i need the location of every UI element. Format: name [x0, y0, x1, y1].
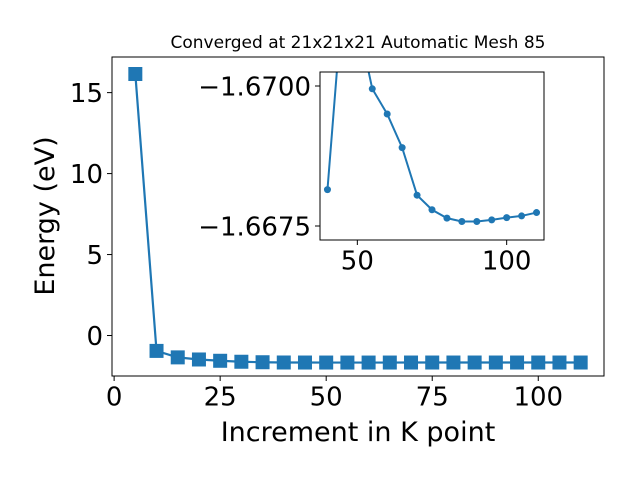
- inset-data-point: [368, 85, 376, 93]
- main-data-point: [510, 355, 525, 370]
- main-data-point: [170, 350, 185, 365]
- main-data-point: [404, 355, 419, 370]
- main-x-tick-label: 75: [416, 383, 449, 413]
- main-data-point: [340, 355, 355, 370]
- main-data-point: [276, 355, 291, 370]
- main-data-point: [128, 67, 143, 82]
- inset-data-point: [413, 191, 421, 199]
- inset-series: [323, 0, 541, 226]
- inset-data-point: [323, 186, 331, 194]
- main-series: [128, 67, 588, 370]
- main-data-point: [425, 355, 440, 370]
- x-axis-label: Increment in K point: [221, 417, 496, 448]
- main-x-tick-label: 25: [204, 383, 237, 413]
- inset-data-point: [339, 0, 346, 6]
- main-chart: Converged at 21x21x21 Automatic Mesh 85 …: [30, 33, 605, 448]
- inset-chart: 50 100 −1.6675 −1.6700: [198, 0, 545, 277]
- main-y-tick-label: 15: [70, 79, 103, 109]
- main-data-point: [446, 355, 461, 370]
- inset-data-point: [354, 15, 361, 22]
- main-data-point: [255, 355, 270, 370]
- main-data-point: [191, 352, 206, 367]
- inset-y-tick-label: −1.6700: [198, 72, 311, 102]
- inset-x-tick-label: 50: [341, 247, 374, 277]
- main-data-point: [467, 355, 482, 370]
- main-y-tick-label: 0: [86, 322, 103, 352]
- main-data-point: [319, 355, 334, 370]
- main-data-point: [213, 353, 228, 368]
- main-data-point: [573, 355, 588, 370]
- inset-data-point: [458, 218, 466, 226]
- main-data-point: [531, 355, 546, 370]
- main-data-point: [234, 354, 249, 369]
- inset-plot-frame: [319, 71, 545, 241]
- inset-data-point: [383, 110, 391, 118]
- main-y-tick-label: 5: [86, 241, 103, 271]
- main-y-ticks: 0 5 10 15: [70, 79, 112, 352]
- inset-data-point: [518, 212, 526, 220]
- main-data-point: [149, 343, 164, 358]
- main-data-point: [297, 355, 312, 370]
- main-y-tick-label: 10: [70, 160, 103, 190]
- inset-y-tick-label: −1.6675: [198, 212, 311, 242]
- inset-data-point: [503, 214, 511, 222]
- inset-data-point: [443, 214, 451, 222]
- main-x-tick-label: 100: [513, 383, 563, 413]
- inset-x-ticks: 50 100: [341, 240, 532, 277]
- main-plot-frame: [111, 56, 605, 377]
- inset-background: [320, 72, 544, 240]
- main-x-ticks: 0 25 50 75 100: [106, 376, 563, 413]
- main-x-tick-label: 50: [310, 383, 343, 413]
- inset-data-point: [398, 144, 406, 152]
- inset-data-point: [488, 216, 496, 224]
- main-series-line: [134, 73, 581, 364]
- main-data-point: [382, 355, 397, 370]
- main-data-point: [552, 355, 567, 370]
- inset-y-ticks: −1.6675 −1.6700: [198, 72, 320, 242]
- inset-x-tick-label: 100: [482, 247, 532, 277]
- main-data-point: [488, 355, 503, 370]
- inset-data-point: [428, 206, 436, 214]
- main-data-point: [361, 355, 376, 370]
- chart-title: Converged at 21x21x21 Automatic Mesh 85: [171, 33, 546, 53]
- y-axis-label: Energy (eV): [30, 136, 61, 295]
- inset-data-point: [473, 218, 481, 226]
- main-x-tick-label: 0: [106, 383, 123, 413]
- inset-data-point: [533, 209, 541, 217]
